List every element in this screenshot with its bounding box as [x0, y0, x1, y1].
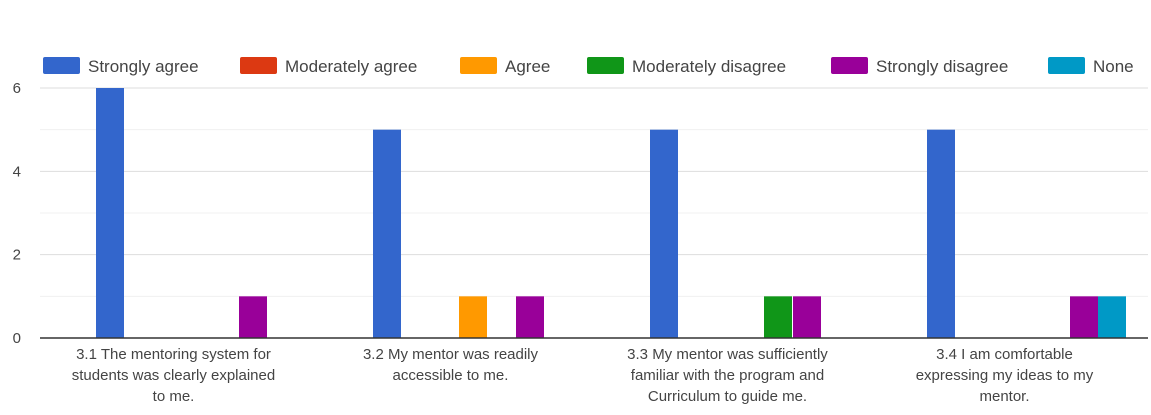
- x-category-label: 3.2 My mentor was readily accessible to m…: [363, 346, 539, 384]
- legend-swatch: [831, 57, 868, 74]
- bar-moderately-disagree-3: [764, 296, 792, 338]
- gridlines: [40, 87, 1148, 256]
- legend-item-none[interactable]: None: [1048, 57, 1134, 76]
- legend-item-strongly-disagree[interactable]: Strongly disagree: [831, 57, 1008, 76]
- bar-agree-2: [459, 296, 487, 338]
- y-tick-label: 4: [13, 163, 21, 180]
- bar-strongly-agree-2: [373, 129, 401, 338]
- y-tick-label: 6: [13, 80, 21, 97]
- legend-label: Agree: [505, 57, 550, 76]
- bar-strongly-disagree-4: [1070, 296, 1098, 338]
- bars: [96, 88, 1126, 338]
- bar-strongly-agree-3: [650, 129, 678, 338]
- legend-swatch: [43, 57, 80, 74]
- legend-item-agree[interactable]: Agree: [460, 57, 550, 76]
- y-axis-ticks: 0 2 4 6: [13, 80, 21, 347]
- bar-strongly-disagree-3: [793, 296, 821, 338]
- legend-swatch: [587, 57, 624, 74]
- legend-item-strongly-agree[interactable]: Strongly agree: [43, 57, 199, 76]
- y-tick-label: 0: [13, 330, 21, 347]
- legend-swatch: [1048, 57, 1085, 74]
- bar-strongly-disagree-1: [239, 296, 267, 338]
- x-category-label: 3.1 The mentoring system for students was…: [72, 346, 275, 405]
- legend-item-moderately-agree[interactable]: Moderately agree: [240, 57, 417, 76]
- bar-strongly-agree-4: [927, 129, 955, 338]
- x-axis-labels: 3.1 The mentoring system for students was…: [72, 346, 1094, 405]
- x-category-label: 3.3 My mentor was sufficiently familiar w…: [627, 346, 828, 405]
- y-tick-label: 2: [13, 247, 21, 264]
- x-category-label: 3.4 I am comfortable expressing my ideas …: [916, 346, 1094, 405]
- legend-label: None: [1093, 57, 1134, 76]
- bar-strongly-disagree-2: [516, 296, 544, 338]
- legend[interactable]: Strongly agree Moderately agree Agree Moder…: [43, 57, 1134, 76]
- legend-swatch: [460, 57, 497, 74]
- bar-strongly-agree-1: [96, 88, 124, 338]
- legend-item-moderately-disagree[interactable]: Moderately disagree: [587, 57, 786, 76]
- legend-swatch: [240, 57, 277, 74]
- legend-label: Moderately disagree: [632, 57, 786, 76]
- legend-label: Moderately agree: [285, 57, 417, 76]
- minor-gridlines: [40, 129, 1148, 297]
- legend-label: Strongly agree: [88, 57, 199, 76]
- bar-none-4: [1098, 296, 1126, 338]
- legend-label: Strongly disagree: [876, 57, 1008, 76]
